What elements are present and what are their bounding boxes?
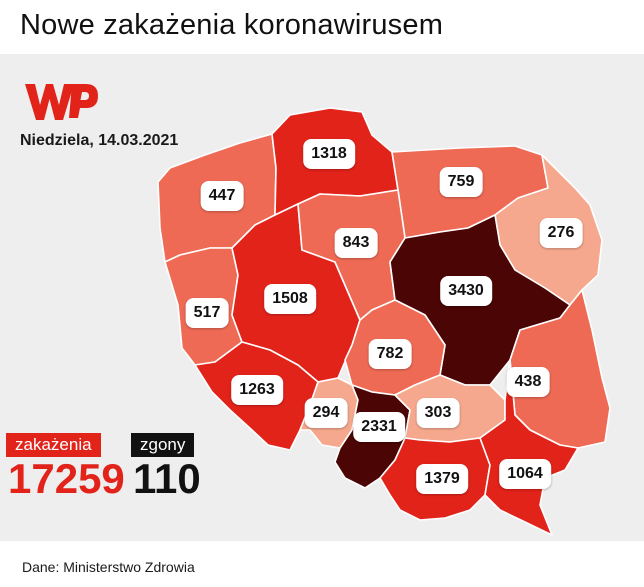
region-value-label: 3430: [440, 276, 492, 306]
deaths-total: 110: [133, 455, 201, 502]
cases-label: zakażenia: [6, 433, 101, 457]
region-value-label: 303: [416, 398, 460, 428]
cases-total: 17259: [8, 455, 125, 502]
page-title: Nowe zakażenia koronawirusem: [20, 9, 444, 41]
title-bar: Nowe zakażenia koronawirusem: [0, 0, 644, 54]
region-value-label: 1379: [416, 464, 468, 494]
wp-logo: [25, 84, 98, 120]
region-value-label: 759: [439, 167, 483, 197]
region-value-label: 276: [539, 218, 583, 248]
region-value-label: 1263: [231, 375, 283, 405]
region-value-label: 438: [506, 367, 550, 397]
region-value-label: 1508: [264, 284, 316, 314]
deaths-label: zgony: [131, 433, 195, 457]
region-value-label: 1064: [499, 459, 551, 489]
region-value-label: 294: [304, 398, 348, 428]
date-label: Niedziela, 14.03.2021: [20, 132, 179, 149]
source-note: Dane: Ministerstwo Zdrowia: [22, 559, 195, 575]
region-value-label: 782: [368, 339, 412, 369]
region-value-label: 1318: [303, 139, 355, 169]
region-value-label: 517: [185, 298, 229, 328]
region-value-label: 2331: [353, 412, 405, 442]
region-value-label: 843: [334, 228, 378, 258]
region-value-label: 447: [200, 181, 244, 211]
